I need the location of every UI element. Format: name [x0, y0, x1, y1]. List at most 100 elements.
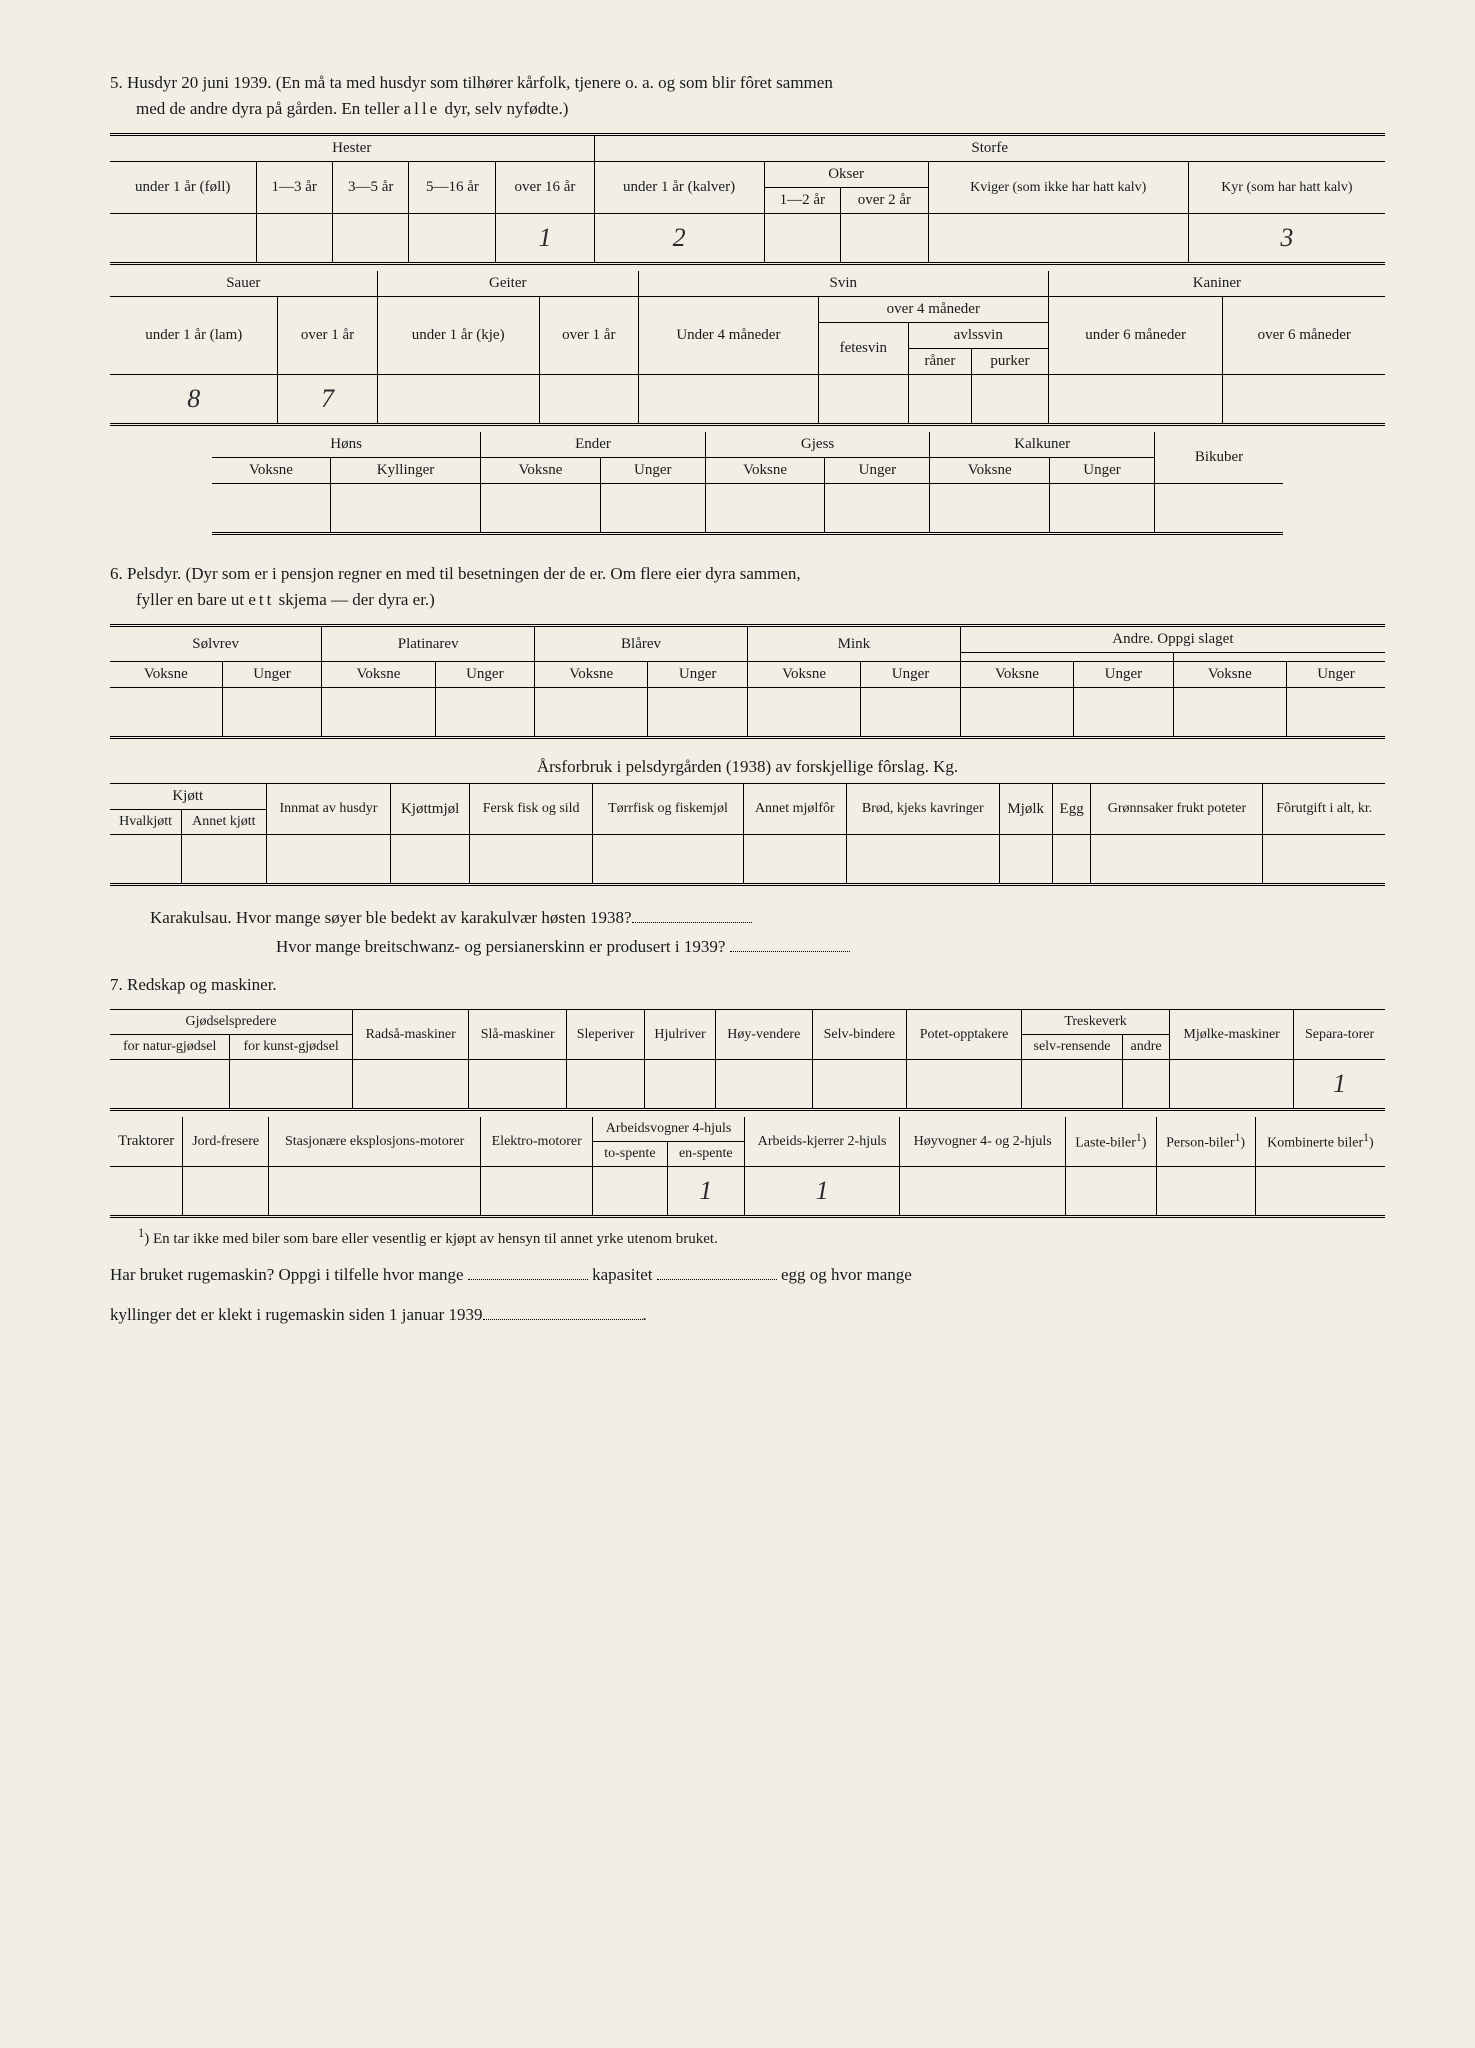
cell[interactable]: [1286, 688, 1385, 738]
cell[interactable]: [900, 1167, 1066, 1217]
cell[interactable]: [1155, 484, 1283, 534]
cell[interactable]: [764, 214, 840, 264]
cell[interactable]: [1052, 835, 1091, 885]
cell[interactable]: [593, 1167, 667, 1217]
cell[interactable]: [1255, 1167, 1385, 1217]
cell[interactable]: [825, 484, 930, 534]
cell[interactable]: [1173, 688, 1286, 738]
hdr-torrfisk: Tørrfisk og fiskemjøl: [593, 784, 743, 835]
section6-l1: Pelsdyr. (Dyr som er i pensjon regner en…: [127, 564, 801, 583]
cell[interactable]: [812, 1060, 907, 1110]
cell[interactable]: [110, 688, 222, 738]
cell[interactable]: [1021, 1060, 1122, 1110]
cell-kyr[interactable]: 3: [1188, 214, 1385, 264]
cell[interactable]: [1123, 1060, 1170, 1110]
cell[interactable]: [566, 1060, 644, 1110]
q1b: kapasitet: [588, 1265, 657, 1284]
cell[interactable]: [481, 484, 601, 534]
cell[interactable]: [222, 688, 322, 738]
cell[interactable]: [648, 688, 748, 738]
cell[interactable]: [391, 835, 470, 885]
cell[interactable]: [1074, 688, 1174, 738]
cell-en[interactable]: 1: [667, 1167, 744, 1217]
cell[interactable]: [1170, 1060, 1294, 1110]
a2-v: Voksne: [1173, 662, 1286, 688]
cell[interactable]: [110, 1060, 230, 1110]
cell[interactable]: [1263, 835, 1385, 885]
cell[interactable]: [1156, 1167, 1255, 1217]
cell[interactable]: [1091, 835, 1263, 885]
cell-o16[interactable]: 1: [496, 214, 594, 264]
cell[interactable]: [960, 688, 1073, 738]
q1-field1[interactable]: [468, 1265, 588, 1280]
q2-field[interactable]: [483, 1305, 643, 1320]
andre-blank1[interactable]: [960, 653, 1173, 662]
cell[interactable]: [435, 688, 535, 738]
cell[interactable]: [377, 375, 539, 425]
cell[interactable]: [593, 835, 743, 885]
cell[interactable]: [330, 484, 480, 534]
cell-sau[interactable]: 7: [278, 375, 377, 425]
cell[interactable]: [1048, 375, 1223, 425]
cell[interactable]: [268, 1167, 480, 1217]
cell[interactable]: [743, 835, 846, 885]
cell[interactable]: [256, 214, 332, 264]
karakul-field2[interactable]: [730, 937, 850, 952]
cell[interactable]: [818, 375, 908, 425]
hdr-kyr: Kyr (som har hatt kalv): [1188, 162, 1385, 214]
karakul-field1[interactable]: [632, 908, 752, 923]
cell[interactable]: [1223, 375, 1385, 425]
section5-num: 5.: [110, 73, 123, 92]
cell[interactable]: [861, 688, 961, 738]
cell[interactable]: [999, 835, 1052, 885]
hdr-brod: Brød, kjeks kavringer: [847, 784, 999, 835]
cell[interactable]: [469, 1060, 566, 1110]
cell-lam[interactable]: 8: [110, 375, 278, 425]
cell[interactable]: [409, 214, 496, 264]
hdr-mink: Mink: [747, 626, 960, 662]
hdr-gjodsel: Gjødselspredere: [110, 1010, 352, 1035]
cell[interactable]: [972, 375, 1049, 425]
cell[interactable]: [847, 835, 999, 885]
cell-arbkj[interactable]: 1: [744, 1167, 899, 1217]
cell[interactable]: [110, 214, 256, 264]
cell[interactable]: [332, 214, 408, 264]
q1-field2[interactable]: [657, 1265, 777, 1280]
cell[interactable]: [930, 484, 1050, 534]
cell[interactable]: [841, 214, 929, 264]
cell[interactable]: [481, 1167, 593, 1217]
cell[interactable]: [183, 1167, 269, 1217]
cell[interactable]: [469, 835, 592, 885]
cell[interactable]: [110, 835, 182, 885]
cell-kalver[interactable]: 2: [594, 214, 764, 264]
cell[interactable]: [352, 1060, 469, 1110]
cell[interactable]: [645, 1060, 716, 1110]
cell[interactable]: [928, 214, 1188, 264]
cell[interactable]: [747, 688, 860, 738]
cell[interactable]: [716, 1060, 812, 1110]
cell[interactable]: [908, 375, 971, 425]
cell[interactable]: [907, 1060, 1022, 1110]
q2a: kyllinger det er klekt i rugemaskin side…: [110, 1305, 483, 1324]
cell[interactable]: [182, 835, 266, 885]
cell[interactable]: [1066, 1167, 1156, 1217]
hdr-kjottmjol: Kjøttmjøl: [391, 784, 470, 835]
cell[interactable]: [539, 375, 638, 425]
cell[interactable]: [230, 1060, 353, 1110]
cell[interactable]: [535, 688, 648, 738]
t5-title: Årsforbruk i pelsdyrgården (1938) av for…: [110, 757, 1385, 777]
cell[interactable]: [1049, 484, 1154, 534]
pl-v: Voksne: [322, 662, 435, 688]
cell[interactable]: [705, 484, 825, 534]
geit-u1: under 1 år (kje): [377, 297, 539, 375]
andre-blank2[interactable]: [1173, 653, 1385, 662]
cell[interactable]: [322, 688, 435, 738]
cell[interactable]: [600, 484, 705, 534]
section6-num: 6.: [110, 564, 123, 583]
cell[interactable]: [212, 484, 330, 534]
cell[interactable]: [638, 375, 818, 425]
cell[interactable]: [110, 1167, 183, 1217]
cell-sep[interactable]: 1: [1294, 1060, 1385, 1110]
svin-o4: over 4 måneder: [818, 297, 1048, 323]
cell[interactable]: [266, 835, 391, 885]
